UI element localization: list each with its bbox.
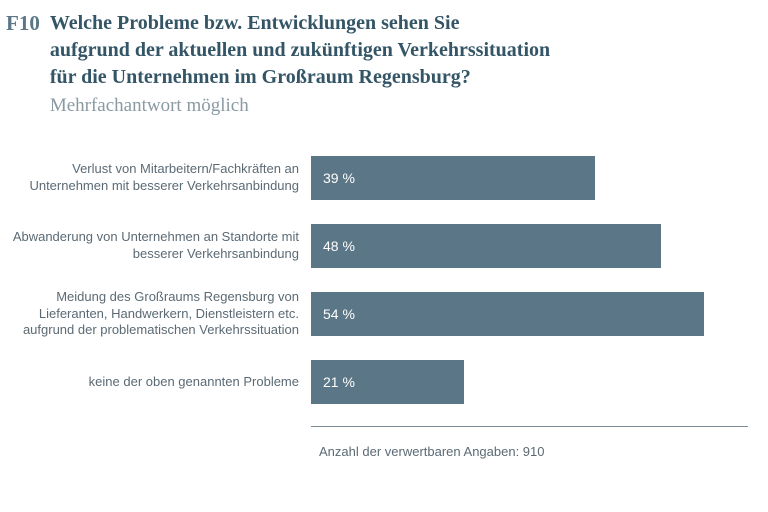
bar-fill: 21 % — [311, 360, 464, 404]
bar-track: 21 % — [311, 360, 748, 404]
bar-row: Abwanderung von Unternehmen an Standorte… — [0, 218, 748, 274]
chart-footer-note: Anzahl der verwertbaren Angaben: 910 — [319, 444, 545, 459]
bar-label: keine der oben genannten Probleme — [0, 374, 311, 391]
bar-value: 48 % — [323, 238, 355, 254]
bar-row: Verlust von Mitarbeitern/Fachkräften an … — [0, 150, 748, 206]
bar-track: 39 % — [311, 156, 748, 200]
bar-chart: Verlust von Mitarbeitern/Fachkräften an … — [0, 150, 748, 482]
subtitle: Mehrfachantwort möglich — [50, 95, 550, 117]
title-line-1: Welche Probleme bzw. Entwicklungen sehen… — [50, 10, 550, 37]
title-block: Welche Probleme bzw. Entwicklungen sehen… — [50, 10, 550, 117]
bar-label: Verlust von Mitarbeitern/Fachkräften an … — [0, 161, 311, 195]
bar-label: Meidung des Großraums Regensburg von Lie… — [0, 289, 311, 340]
title-line-2: aufgrund der aktuellen und zukünftigen V… — [50, 37, 550, 64]
title-line-3: für die Unternehmen im Großraum Regensbu… — [50, 64, 550, 91]
bar-fill: 54 % — [311, 292, 704, 336]
bar-value: 21 % — [323, 374, 355, 390]
chart-header: F10 Welche Probleme bzw. Entwicklungen s… — [0, 0, 768, 117]
bar-track: 54 % — [311, 292, 748, 336]
x-axis-line — [311, 426, 748, 427]
bar-fill: 39 % — [311, 156, 595, 200]
bar-value: 39 % — [323, 170, 355, 186]
bar-label: Abwanderung von Unternehmen an Standorte… — [0, 229, 311, 263]
bar-value: 54 % — [323, 306, 355, 322]
bar-row: keine der oben genannten Probleme 21 % — [0, 354, 748, 410]
bar-fill: 48 % — [311, 224, 661, 268]
bar-track: 48 % — [311, 224, 748, 268]
question-number: F10 — [6, 10, 40, 37]
bar-row: Meidung des Großraums Regensburg von Lie… — [0, 286, 748, 342]
